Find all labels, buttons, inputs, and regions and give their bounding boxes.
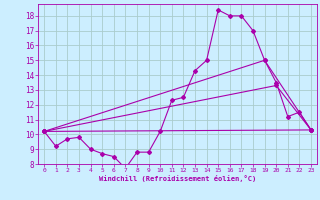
X-axis label: Windchill (Refroidissement éolien,°C): Windchill (Refroidissement éolien,°C) xyxy=(99,175,256,182)
